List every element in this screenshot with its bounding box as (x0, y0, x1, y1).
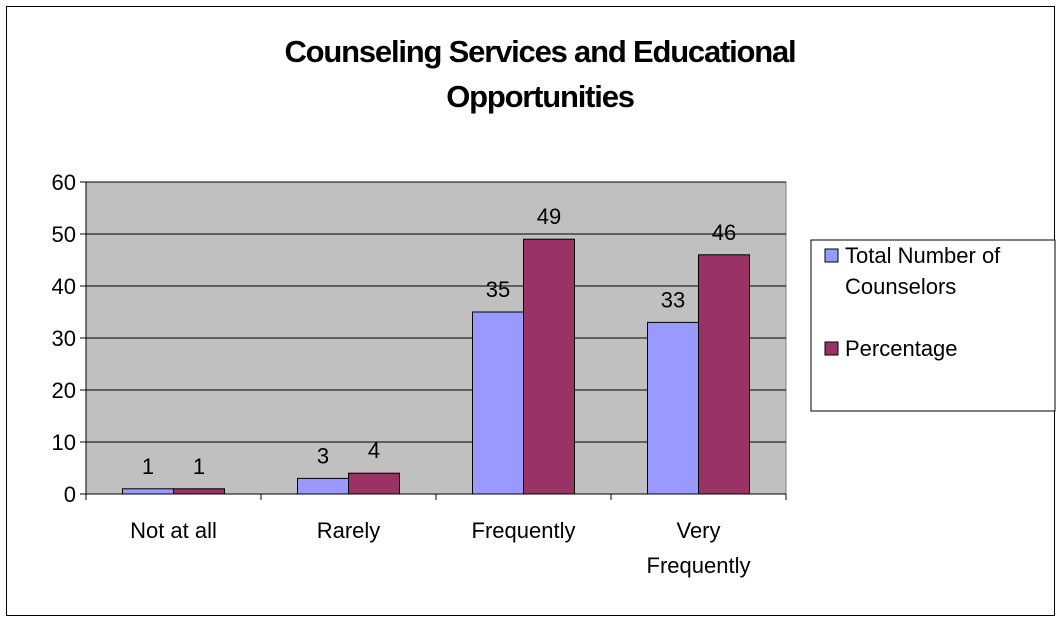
bar-series-2-0 (173, 488, 225, 495)
y-tick-label: 0 (64, 482, 76, 507)
legend-swatch-1 (824, 248, 839, 263)
bar-series-1-1 (297, 477, 349, 495)
y-tick-label: 10 (52, 430, 76, 455)
bar-series-1-0 (122, 488, 174, 495)
y-axis-ticks: 0 10 20 30 40 50 60 (52, 170, 86, 507)
data-labels: 1 3 35 33 1 4 49 46 (142, 204, 736, 479)
bar-series-1-3 (647, 321, 699, 495)
legend-label-1: Counselors (845, 274, 956, 299)
bars (122, 238, 750, 495)
y-tick-label: 50 (52, 222, 76, 247)
chart-title: Counseling Services and Educational Oppor… (285, 34, 797, 114)
legend-label-1: Total Number of (845, 243, 1001, 268)
bar-series-2-1 (348, 472, 400, 495)
chart-title-line: Counseling Services and Educational (285, 34, 796, 69)
data-label: 49 (537, 204, 561, 229)
data-label: 33 (661, 287, 685, 312)
legend: Total Number of Counselors Percentage (810, 239, 1056, 412)
x-axis-categories: Not at all Rarely Frequently Very Frequently (130, 518, 750, 578)
x-category-label: Frequently (647, 553, 751, 578)
legend-box (810, 239, 1056, 412)
x-category-label: Very (676, 518, 720, 543)
y-tick-label: 60 (52, 170, 76, 195)
legend-swatch-2 (824, 341, 839, 356)
x-category-label: Not at all (130, 518, 217, 543)
chart-title-line: Opportunities (446, 79, 634, 114)
x-category-label: Frequently (472, 518, 576, 543)
data-label: 1 (193, 454, 205, 479)
data-label: 4 (368, 438, 380, 463)
bar-series-2-3 (698, 254, 750, 495)
y-tick-label: 30 (52, 326, 76, 351)
data-label: 1 (142, 454, 154, 479)
y-tick-label: 40 (52, 274, 76, 299)
data-label: 35 (486, 277, 510, 302)
bar-series-1-2 (472, 311, 524, 495)
y-tick-label: 20 (52, 378, 76, 403)
data-label: 46 (712, 220, 736, 245)
data-label: 3 (317, 443, 329, 468)
x-category-label: Rarely (317, 518, 381, 543)
bar-series-2-2 (523, 238, 575, 495)
legend-label-2: Percentage (845, 336, 958, 361)
